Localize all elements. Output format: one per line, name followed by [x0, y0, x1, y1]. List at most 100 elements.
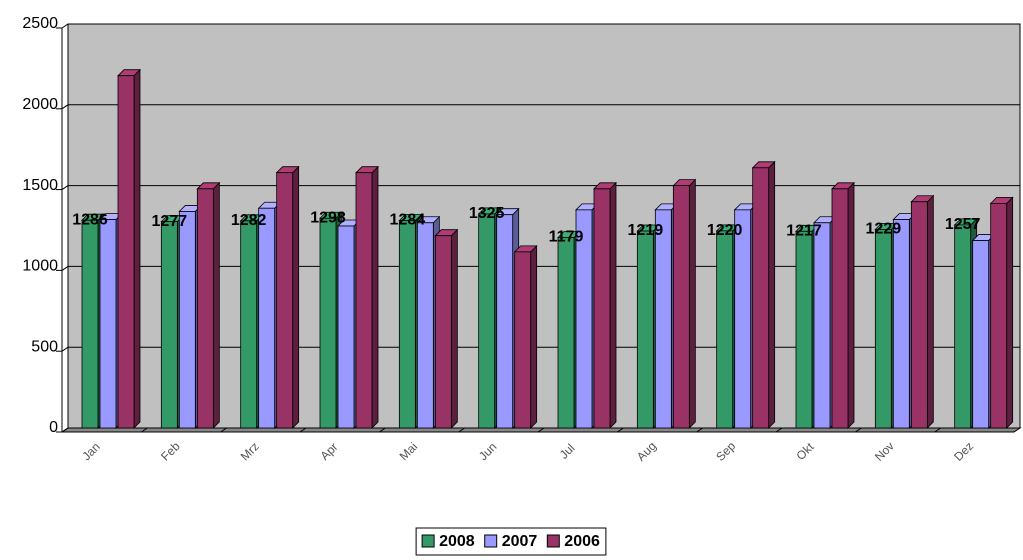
x-tick-label: Feb [158, 439, 183, 464]
data-label: 1298 [310, 209, 346, 226]
bar [434, 235, 452, 429]
x-tick [299, 427, 307, 433]
bar [557, 237, 575, 429]
grid-line [61, 104, 1020, 110]
bar-side [768, 160, 776, 429]
x-tick-label: Jun [476, 440, 500, 464]
x-tick-label: Sep [713, 439, 738, 464]
bar [910, 201, 928, 429]
grid-line [61, 346, 1020, 352]
legend-swatch [546, 534, 560, 548]
grid-line [61, 265, 1020, 271]
x-tick [934, 427, 941, 433]
x-tick-label: Jan [79, 440, 103, 464]
legend-swatch [484, 534, 498, 548]
bar [831, 188, 849, 429]
bar-side [212, 181, 220, 429]
bar [716, 230, 734, 429]
data-label: 1229 [866, 221, 902, 238]
bar [81, 219, 99, 429]
bar [514, 251, 532, 429]
bar-group [831, 181, 855, 429]
x-tick-label: Okt [794, 439, 818, 463]
data-label: 1286 [72, 211, 108, 228]
bar [337, 225, 355, 429]
bar-group [910, 194, 935, 429]
bar [892, 219, 910, 429]
bar [416, 222, 434, 429]
bar-side [450, 228, 458, 429]
grid-line [61, 185, 1020, 191]
x-tick-label: Dez [951, 439, 976, 464]
bar [874, 228, 892, 429]
bar [276, 172, 294, 429]
bar-group [513, 244, 538, 429]
bar-side [371, 165, 379, 429]
x-tick-label: Mai [397, 440, 421, 464]
x-tick [458, 427, 465, 433]
data-label: 1282 [231, 212, 267, 229]
legend-label: 2007 [502, 533, 538, 550]
bar-side [1006, 196, 1014, 429]
bar-side [292, 165, 300, 429]
bar [178, 211, 196, 429]
bar [355, 172, 373, 429]
legend-swatch [421, 534, 435, 548]
bar [496, 214, 514, 429]
bar [636, 230, 654, 429]
y-tick-label: 2000 [22, 96, 58, 113]
bar [972, 240, 990, 429]
bar [954, 224, 972, 429]
x-tick-label: Jul [557, 441, 578, 462]
bar [240, 220, 258, 429]
legend-label: 2008 [439, 533, 475, 550]
bar-group [117, 68, 141, 429]
grid-line [61, 23, 1020, 29]
bar [813, 222, 831, 429]
bar-group [434, 228, 459, 429]
x-tick [696, 427, 703, 433]
y-tick-label: 1000 [22, 258, 58, 275]
x-tick-label: Apr [318, 440, 341, 463]
bar-group [593, 181, 617, 429]
bar [654, 209, 672, 429]
bar-group [989, 196, 1014, 429]
x-tick-label: Mrz [238, 439, 262, 463]
data-label: 1325 [469, 205, 505, 222]
bar-group [196, 181, 221, 429]
bar [160, 221, 178, 429]
bar-group [672, 178, 697, 429]
legend-label: 2006 [564, 533, 600, 550]
data-label: 1179 [549, 229, 584, 246]
bar-side [133, 68, 141, 429]
plot-background [67, 23, 1021, 429]
y-tick-label: 1500 [22, 177, 58, 194]
bar [258, 207, 276, 429]
bar-side [847, 181, 855, 429]
data-label: 1219 [628, 222, 664, 239]
x-tick [775, 427, 783, 433]
bar-group [355, 165, 379, 429]
bar [196, 188, 214, 429]
bar [478, 213, 496, 429]
bar-side [609, 181, 617, 429]
x-tick [141, 427, 148, 433]
bar-group [751, 160, 776, 429]
x-tick [537, 427, 545, 433]
x-tick [379, 427, 386, 433]
data-label: 1217 [786, 223, 822, 240]
bar [117, 75, 135, 429]
bar-side [926, 194, 934, 429]
bar-side [530, 244, 538, 429]
x-tick [220, 427, 227, 433]
legend [415, 527, 607, 556]
x-tick [61, 427, 69, 433]
bar-side [688, 178, 696, 429]
bar [672, 185, 690, 429]
data-label: 1257 [945, 216, 981, 233]
x-tick-label: Aug [634, 439, 659, 464]
data-label: 1277 [152, 213, 188, 230]
bar-group [275, 165, 300, 429]
data-label: 1284 [390, 212, 426, 229]
bar [752, 167, 770, 429]
